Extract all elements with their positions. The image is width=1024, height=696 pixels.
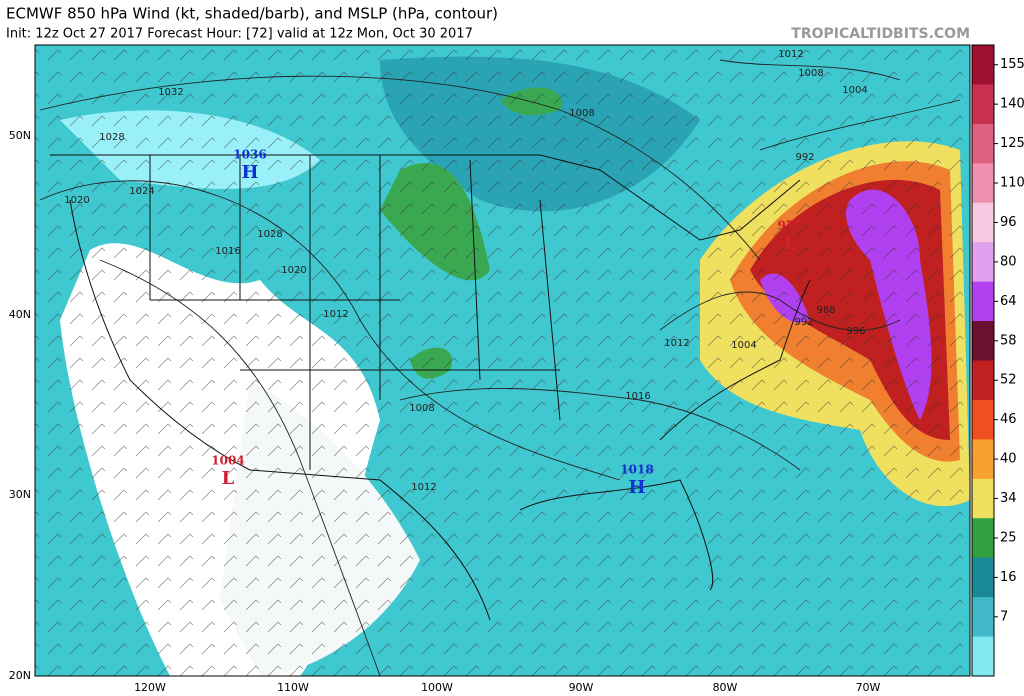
colorbar-label: 110 — [1000, 176, 1024, 191]
boundaries — [50, 154, 811, 621]
colorbar-label: 64 — [1000, 294, 1017, 309]
lon-label: 120W — [134, 681, 166, 694]
colorbar-swatch — [972, 45, 994, 85]
pressure-value: 1036 — [233, 148, 266, 162]
lon-label: 70W — [856, 681, 881, 694]
contour-label: 1024 — [129, 186, 154, 197]
contour-label: 1016 — [625, 391, 650, 402]
contour-label: 992 — [794, 317, 813, 328]
colorbar-label: 96 — [1000, 215, 1017, 230]
colorbar-swatch — [972, 478, 994, 519]
colorbar-swatch — [972, 597, 994, 638]
pressure-contours — [39, 59, 961, 676]
colorbar-swatch — [972, 163, 994, 204]
colorbar-label: 80 — [1000, 254, 1017, 269]
contour-label: 1012 — [411, 482, 436, 493]
subtitle: Init: 12z Oct 27 2017 Forecast Hour: [72… — [6, 27, 473, 42]
lon-label: 90W — [569, 681, 594, 694]
colorbar-label: 34 — [1000, 491, 1017, 506]
contour-label: 1004 — [731, 340, 756, 351]
contour-label: 1012 — [778, 49, 803, 60]
contour-label: 1020 — [64, 195, 89, 206]
lat-label: 50N — [9, 129, 31, 142]
lon-label: 100W — [421, 681, 453, 694]
colorbar-frame — [971, 44, 995, 677]
site-label: TROPICALTIDBITS.COM — [791, 26, 970, 42]
contour-label: 1020 — [281, 265, 306, 276]
colorbar-label: 16 — [1000, 570, 1017, 585]
wind-barbs — [35, 45, 970, 676]
colorbar-swatch — [972, 321, 994, 361]
colorbar-swatch — [972, 84, 994, 125]
colorbar-label: 25 — [1000, 530, 1017, 545]
colorbar-label: 140 — [1000, 97, 1024, 112]
colorbar-swatch — [972, 636, 994, 677]
pressure-center: H — [241, 162, 258, 183]
map-frame — [34, 44, 971, 677]
contour-label: 1012 — [323, 309, 348, 320]
colorbar-swatch — [972, 557, 994, 598]
title: ECMWF 850 hPa Wind (kt, shaded/barb), an… — [6, 5, 498, 23]
contour-label: 1028 — [99, 132, 124, 143]
pressure-value: 977 — [777, 219, 802, 233]
contour-label: 996 — [846, 326, 865, 337]
colorbar-swatch — [972, 360, 994, 401]
colorbar-label: 58 — [1000, 333, 1017, 348]
contour-label: 1004 — [842, 85, 867, 96]
colorbar-label: 52 — [1000, 373, 1017, 388]
pressure-center: H — [628, 477, 645, 498]
contour-label: 1032 — [158, 87, 183, 98]
colorbar-label: 7 — [1000, 609, 1008, 624]
colorbar-label: 46 — [1000, 412, 1017, 427]
lon-label: 80W — [713, 681, 738, 694]
pressure-value: 1018 — [620, 463, 653, 477]
contour-label: 1016 — [215, 246, 240, 257]
pressure-value: 1004 — [211, 454, 244, 468]
lon-label: 110W — [277, 681, 309, 694]
colorbar-swatch — [972, 281, 994, 322]
colorbar-swatch — [972, 439, 994, 480]
lat-label: 40N — [9, 308, 31, 321]
pressure-center: L — [784, 233, 797, 254]
colorbar-swatch — [972, 399, 994, 440]
colorbar-swatch — [972, 242, 994, 283]
colorbar-label: 125 — [1000, 136, 1024, 151]
contour-label: 1008 — [569, 108, 594, 119]
colorbar-swatch — [972, 518, 994, 559]
pressure-center: L — [222, 468, 235, 489]
colorbar-label: 155 — [1000, 57, 1024, 72]
contour-label: 988 — [816, 305, 835, 316]
contour-label: 1028 — [257, 229, 282, 240]
colorbar-label: 40 — [1000, 452, 1017, 467]
lat-label: 20N — [9, 669, 31, 682]
colorbar-swatch — [972, 202, 994, 243]
contour-label: 1008 — [798, 68, 823, 79]
colorbar-swatch — [972, 123, 994, 164]
lat-label: 30N — [9, 488, 31, 501]
contour-label: 1012 — [664, 338, 689, 349]
contour-label: 992 — [795, 152, 814, 163]
contour-label: 1008 — [409, 403, 434, 414]
